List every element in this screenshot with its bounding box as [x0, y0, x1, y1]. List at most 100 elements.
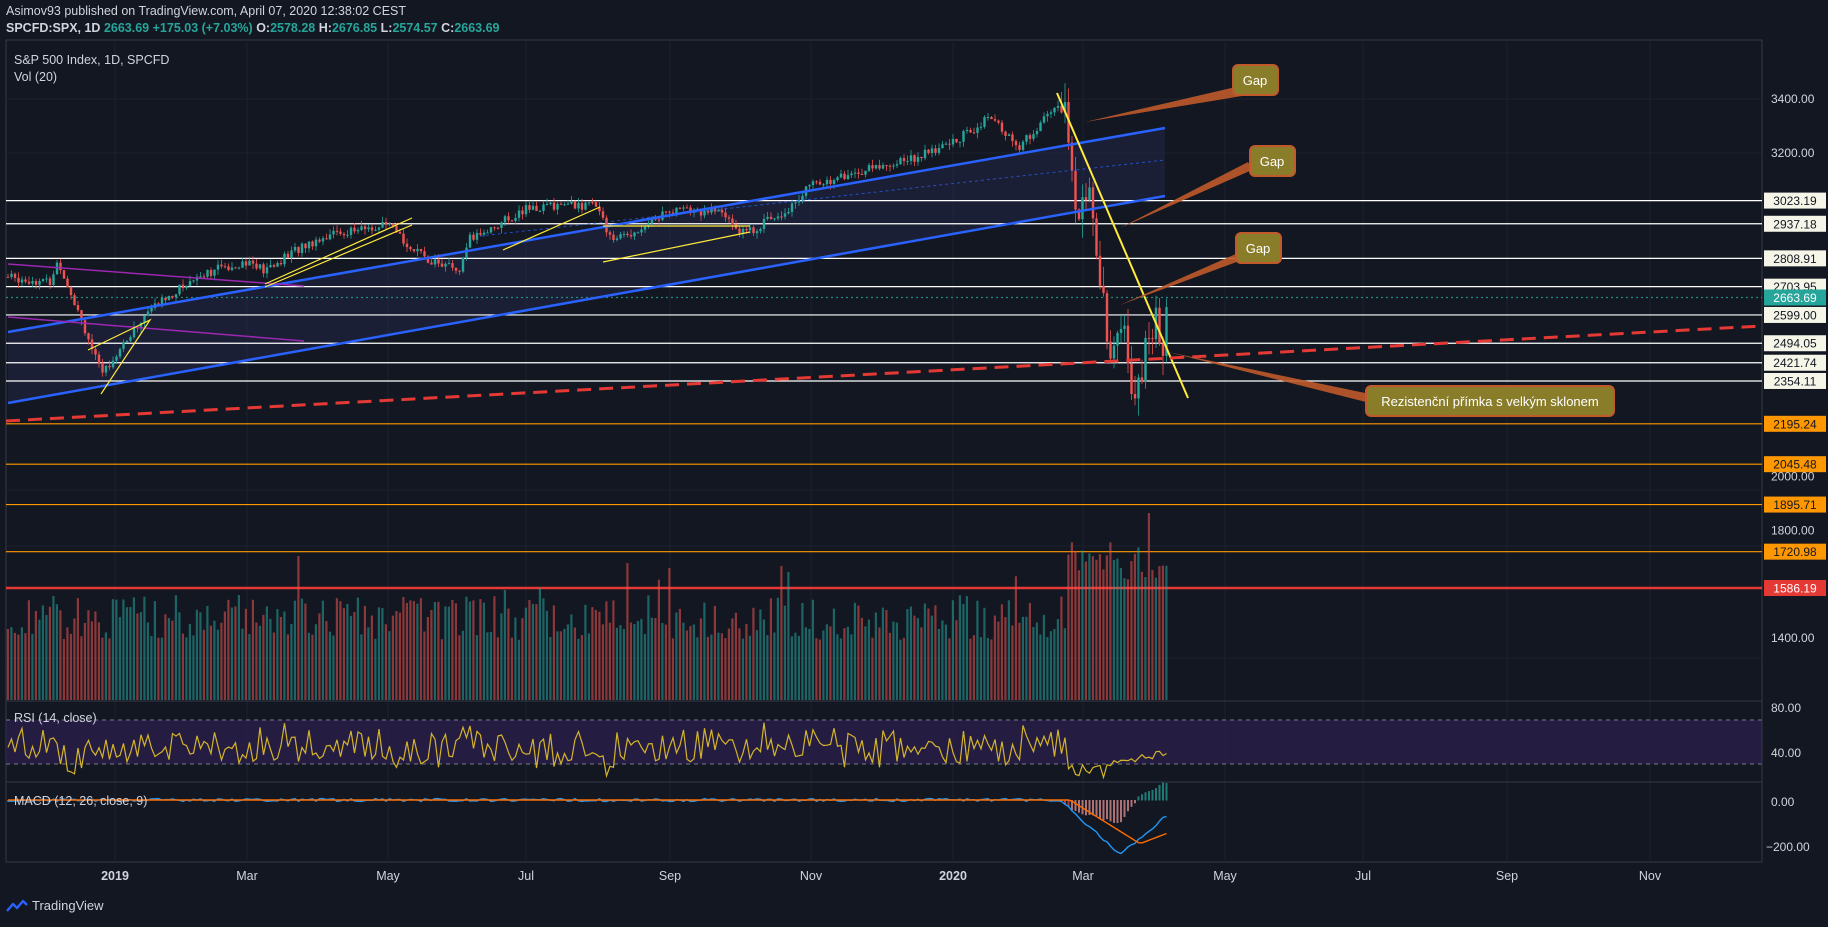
candle-body [391, 223, 395, 226]
volume-bar [269, 618, 272, 700]
candle-body [1126, 325, 1130, 364]
candle-body [300, 243, 304, 253]
candle-body [1116, 332, 1119, 346]
gap1-callout[interactable]: Gap [1232, 64, 1279, 96]
volume-bar [202, 629, 205, 700]
candle-body [825, 179, 829, 185]
volume-bar [493, 596, 496, 700]
wedge-2019-b-top[interactable] [264, 217, 413, 285]
tradingview-brand[interactable]: TradingView [6, 898, 104, 913]
volume-bar [426, 617, 429, 700]
candle-body [587, 202, 591, 204]
volume-bar [962, 603, 965, 700]
macd-hist-bar [1144, 792, 1147, 801]
level-badge [1764, 215, 1826, 232]
level-label: 2195.24 [1773, 417, 1817, 431]
level-label: 2599.00 [1773, 308, 1817, 322]
purple-upper-line[interactable] [7, 263, 305, 287]
macd-hist-bar [1123, 800, 1126, 817]
candle-body [458, 270, 461, 272]
candle-body [444, 263, 447, 267]
candle-body [668, 211, 671, 213]
candle-body [402, 233, 405, 244]
time-axis[interactable]: 2019 Mar May Jul Sep Nov 2020 Mar May Jul Sep Nov [101, 869, 1662, 883]
channel-lower-line[interactable] [7, 194, 1166, 405]
candle-body [780, 216, 783, 218]
candle-body [430, 262, 433, 265]
steep-resistance-line[interactable] [1056, 92, 1189, 399]
candle-body [38, 281, 41, 285]
volume-bar [769, 598, 772, 700]
candle-body [447, 263, 451, 265]
volume-bar [430, 609, 433, 700]
candle-body [1053, 107, 1056, 113]
gap3-callout[interactable]: Gap [1235, 232, 1282, 264]
volume-bar [17, 634, 20, 700]
volume-bar [727, 628, 730, 700]
candle-body [591, 202, 594, 204]
volume-bar [678, 608, 681, 700]
candle-body [423, 251, 426, 257]
volume-bar [262, 614, 265, 700]
candle-body [878, 165, 881, 169]
candle-body [874, 165, 878, 169]
volume-bar [34, 610, 37, 700]
time-tick: Nov [800, 869, 823, 883]
candle-body [815, 181, 818, 183]
candle-body [80, 310, 83, 321]
candle-body [45, 278, 48, 280]
candle-body [174, 294, 178, 298]
price-change: +175.03 (+7.03%) [152, 21, 253, 35]
gap2-callout[interactable]: Gap [1249, 145, 1296, 177]
channel-mid-line[interactable] [479, 159, 1166, 237]
candle-body [213, 269, 216, 276]
candle-body [1028, 135, 1032, 139]
volume-bar [458, 635, 461, 700]
price-tick: 1800.00 [1771, 523, 1815, 537]
volume-bar [752, 607, 755, 700]
volume-bar [559, 631, 562, 700]
volume-bar [773, 632, 776, 700]
candle-body [1032, 134, 1035, 139]
candle-body [979, 126, 983, 128]
volume-bar [668, 568, 671, 700]
candle-body [818, 181, 822, 185]
high-value: 2676.85 [331, 21, 378, 35]
volume-bar [41, 605, 44, 700]
wedge-2019-a[interactable] [87, 318, 152, 395]
candle-body [892, 165, 895, 167]
candle-body [405, 243, 409, 248]
price-axis[interactable]: 3400.00 3200.00 2000.00 1800.00 1400.00 [1771, 92, 1815, 645]
resistance-callout[interactable]: Rezistenční přímka s velkým sklonem [1365, 385, 1615, 417]
red-dashed-support[interactable] [5, 324, 1763, 423]
wedge-aug-bottom[interactable] [602, 231, 751, 263]
purple-lower-line[interactable] [7, 316, 305, 342]
candle-body [755, 231, 759, 234]
candle-body [769, 216, 773, 219]
candle-body [976, 127, 979, 133]
candle-body [349, 227, 353, 235]
volume-bar [342, 608, 345, 700]
volume-bar [514, 617, 517, 700]
candle-body [836, 177, 839, 181]
macd-hist-bar [1127, 800, 1129, 812]
volume-bar [1095, 559, 1098, 700]
volume-bar [76, 598, 79, 700]
level-label: 2937.18 [1773, 217, 1817, 231]
volume-bar [13, 632, 16, 700]
level-label: 3023.19 [1773, 194, 1817, 208]
channel-upper-line[interactable] [7, 126, 1166, 334]
candle-body [580, 203, 584, 210]
volume-bar [405, 602, 408, 700]
low-label: L: [380, 21, 393, 35]
candle-body [962, 131, 965, 142]
volume-bar [66, 627, 69, 700]
volume-bar [307, 632, 310, 700]
wedge-2019-b-bottom[interactable] [264, 224, 413, 288]
wedge-jul[interactable] [502, 206, 601, 251]
volume-bar [125, 607, 128, 700]
candle-body [52, 274, 55, 286]
volume-bar [62, 639, 65, 700]
candle-body [202, 276, 206, 278]
